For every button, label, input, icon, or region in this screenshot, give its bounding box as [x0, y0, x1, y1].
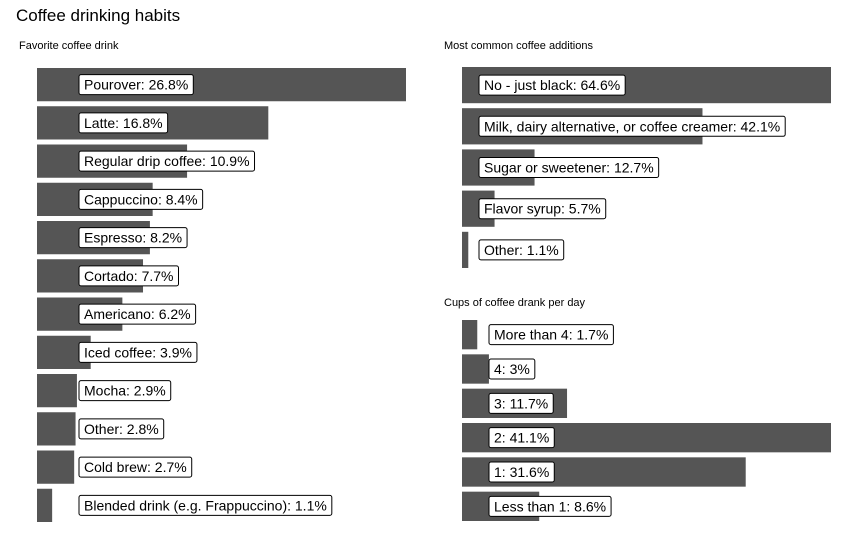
data-label-favorite-drink: Cappuccino: 8.4% [84, 191, 198, 207]
data-label-box-favorite-drink [78, 188, 204, 210]
data-label-favorite-drink: Americano: 6.2% [84, 306, 191, 322]
data-label-cups-per-day: More than 4: 1.7% [494, 327, 608, 343]
bar-group-favorite-drink: Other: 2.8% [37, 412, 165, 446]
data-label-coffee-additions: Flavor syrup: 5.7% [484, 201, 601, 217]
bar-group-favorite-drink: Iced coffee: 3.9% [37, 335, 198, 369]
data-label-box-coffee-additions [478, 74, 626, 96]
bar-group-favorite-drink: Latte: 16.8% [37, 106, 269, 140]
bar-group-cups-per-day: 1: 31.6% [462, 457, 746, 487]
data-label-favorite-drink: Mocha: 2.9% [84, 383, 166, 399]
data-label-cups-per-day: 4: 3% [494, 361, 530, 377]
data-label-box-favorite-drink [78, 380, 172, 402]
data-label-cups-per-day: Less than 1: 8.6% [494, 498, 606, 514]
bar-group-favorite-drink: Cold brew: 2.7% [37, 450, 193, 484]
bar-favorite-drink [37, 374, 77, 408]
bar-group-coffee-additions: Flavor syrup: 5.7% [462, 190, 607, 227]
bar-favorite-drink [37, 488, 53, 522]
panel-title-coffee-additions: Most common coffee additions [444, 40, 593, 52]
data-label-coffee-additions: No - just black: 64.6% [484, 77, 620, 93]
bar-group-coffee-additions: Milk, dairy alternative, or coffee cream… [462, 108, 786, 145]
data-label-box-favorite-drink [78, 265, 179, 287]
bar-group-coffee-additions: Sugar or sweetener: 12.7% [462, 149, 660, 186]
bar-group-favorite-drink: Pourover: 26.8% [37, 68, 406, 102]
data-label-box-favorite-drink [78, 150, 256, 172]
bar-group-favorite-drink: Regular drip coffee: 10.9% [37, 144, 256, 178]
data-label-box-favorite-drink [78, 227, 188, 249]
data-label-box-cups-per-day [488, 461, 555, 483]
data-label-box-favorite-drink [78, 112, 169, 134]
bar-group-cups-per-day: Less than 1: 8.6% [462, 491, 612, 521]
data-label-favorite-drink: Other: 2.8% [84, 421, 159, 437]
bar-group-cups-per-day: 3: 11.7% [462, 388, 568, 418]
panel-title-favorite-drink: Favorite coffee drink [19, 40, 119, 52]
bar-group-cups-per-day: 2: 41.1% [462, 423, 831, 453]
data-label-favorite-drink: Cortado: 7.7% [84, 268, 174, 284]
bar-cups-per-day [462, 320, 478, 350]
data-label-box-cups-per-day [488, 324, 614, 346]
data-label-box-favorite-drink [78, 303, 197, 325]
data-label-box-favorite-drink [78, 341, 198, 363]
bar-cups-per-day [462, 354, 489, 384]
data-label-favorite-drink: Pourover: 26.8% [84, 77, 188, 93]
bar-group-favorite-drink: Cappuccino: 8.4% [37, 182, 204, 216]
data-label-cups-per-day: 1: 31.6% [494, 464, 549, 480]
data-label-favorite-drink: Blended drink (e.g. Frappuccino): 1.1% [84, 497, 327, 513]
data-label-favorite-drink: Cold brew: 2.7% [84, 459, 187, 475]
data-label-box-coffee-additions [478, 198, 607, 220]
bar-group-cups-per-day: 4: 3% [462, 354, 536, 384]
data-label-coffee-additions: Milk, dairy alternative, or coffee cream… [484, 118, 780, 134]
chart-main-title: Coffee drinking habits [16, 6, 181, 25]
data-label-cups-per-day: 2: 41.1% [494, 430, 549, 446]
data-label-favorite-drink: Espresso: 8.2% [84, 230, 182, 246]
data-label-box-coffee-additions [478, 115, 786, 137]
bar-group-cups-per-day: More than 4: 1.7% [462, 320, 614, 350]
data-label-box-favorite-drink [78, 74, 194, 96]
data-label-cups-per-day: 3: 11.7% [494, 395, 548, 411]
data-label-favorite-drink: Latte: 16.8% [84, 115, 163, 131]
bar-group-favorite-drink: Americano: 6.2% [37, 297, 197, 331]
bar-group-coffee-additions: No - just black: 64.6% [462, 67, 831, 104]
bar-coffee-additions [462, 231, 469, 268]
data-label-box-coffee-additions [478, 157, 660, 178]
bar-favorite-drink [37, 450, 75, 484]
data-label-box-favorite-drink [78, 418, 165, 440]
bar-group-favorite-drink: Blended drink (e.g. Frappuccino): 1.1% [37, 488, 333, 522]
data-label-box-favorite-drink [78, 456, 193, 478]
data-label-favorite-drink: Iced coffee: 3.9% [84, 344, 192, 360]
data-label-box-cups-per-day [488, 495, 612, 517]
bar-favorite-drink [37, 412, 76, 446]
bar-group-favorite-drink: Cortado: 7.7% [37, 259, 179, 293]
data-label-box-coffee-additions [478, 239, 565, 261]
data-label-box-cups-per-day [488, 427, 555, 449]
bar-group-coffee-additions: Other: 1.1% [462, 231, 565, 268]
data-label-box-cups-per-day [488, 392, 554, 414]
data-label-box-favorite-drink [78, 494, 333, 516]
panel-title-cups-per-day: Cups of coffee drank per day [444, 297, 586, 309]
data-label-box-cups-per-day [488, 358, 536, 380]
bar-group-favorite-drink: Mocha: 2.9% [37, 374, 172, 408]
data-label-coffee-additions: Sugar or sweetener: 12.7% [484, 160, 654, 176]
data-label-coffee-additions: Other: 1.1% [484, 242, 559, 258]
data-label-favorite-drink: Regular drip coffee: 10.9% [84, 153, 250, 169]
bar-group-favorite-drink: Espresso: 8.2% [37, 221, 188, 255]
